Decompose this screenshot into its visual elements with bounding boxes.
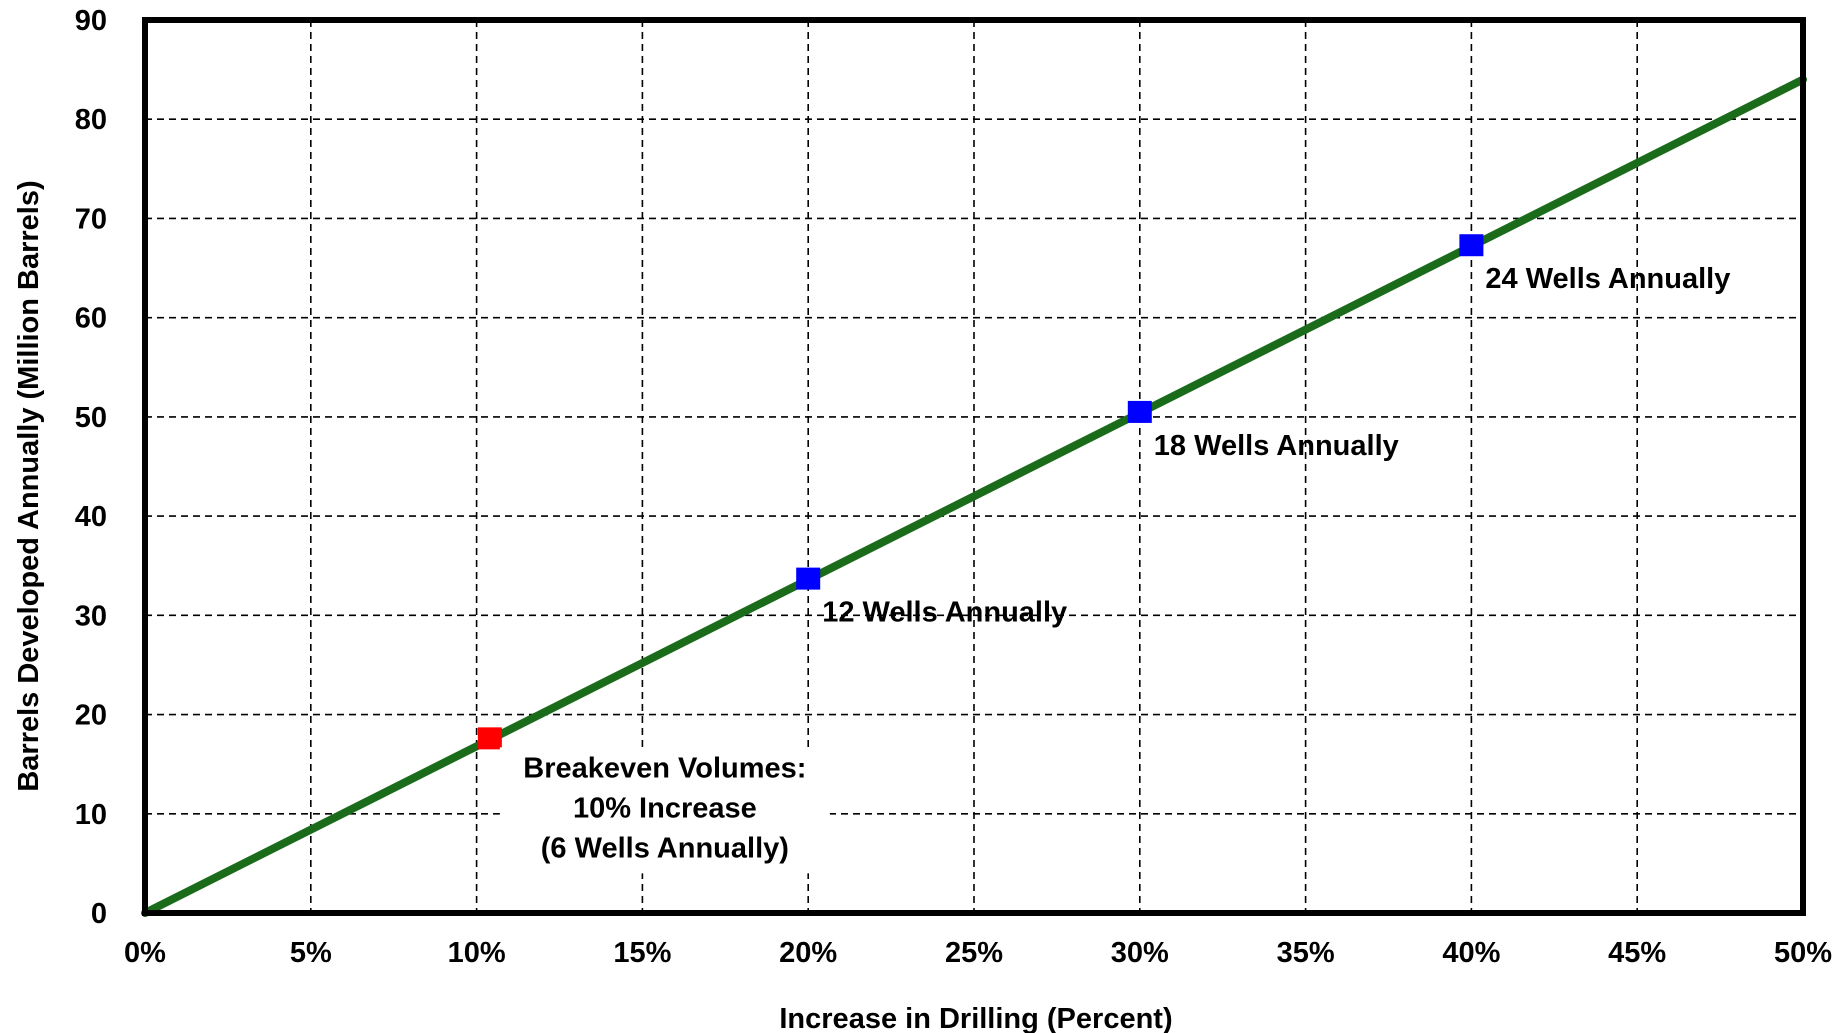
y-tick-labels: 0 10 20 30 40 50 60 70 80 90 <box>75 5 107 930</box>
series-layer <box>141 75 1807 917</box>
x-tick-label: 10% <box>448 937 506 969</box>
x-tick-label: 30% <box>1111 937 1169 969</box>
x-tick-label: 40% <box>1442 937 1500 969</box>
marker-layer <box>477 234 1484 750</box>
annotation-label: 24 Wells Annually <box>1485 263 1730 295</box>
annotations: Breakeven Volumes: 10% Increase (6 Wells A… <box>499 263 1730 874</box>
annotation-label: (6 Wells Annually) <box>541 832 789 864</box>
y-tick-label: 50 <box>75 402 107 434</box>
x-tick-label: 15% <box>613 937 671 969</box>
x-tick-label: 5% <box>290 937 332 969</box>
annotation-label: Breakeven Volumes: <box>523 752 806 784</box>
x-axis-title: Increase in Drilling (Percent) <box>779 1003 1172 1033</box>
y-tick-label: 60 <box>75 303 107 335</box>
series-line <box>141 75 1807 917</box>
y-tick-label: 0 <box>91 898 107 930</box>
annotation-label: 10% Increase <box>573 792 757 824</box>
x-tick-label: 35% <box>1277 937 1335 969</box>
data-point-marker <box>1459 234 1484 257</box>
y-axis-title: Barrels Developed Annually (Million Barr… <box>13 180 45 791</box>
x-tick-label: 45% <box>1608 937 1666 969</box>
annotation-label: 12 Wells Annually <box>822 597 1067 629</box>
x-tick-label: 50% <box>1774 937 1832 969</box>
x-tick-labels: 0% 5% 10% 15% 20% 25% 30% 35% 40% 45% 50% <box>124 937 1832 969</box>
x-tick-label: 25% <box>945 937 1003 969</box>
y-tick-label: 30 <box>75 600 107 632</box>
plot-area-frame <box>142 17 1806 916</box>
y-tick-label: 90 <box>75 5 107 37</box>
y-tick-label: 40 <box>75 501 107 533</box>
annotation-label: 18 Wells Annually <box>1154 430 1399 462</box>
grid-lines <box>145 20 1803 913</box>
data-point-marker <box>796 567 821 590</box>
x-tick-label: 0% <box>124 937 166 969</box>
y-tick-label: 80 <box>75 104 107 136</box>
data-point-marker <box>1127 400 1152 423</box>
y-tick-label: 10 <box>75 799 107 831</box>
y-tick-label: 70 <box>75 203 107 235</box>
annotation-background <box>499 747 830 874</box>
y-tick-label: 20 <box>75 700 107 732</box>
data-point-marker <box>477 727 502 750</box>
x-tick-label: 20% <box>779 937 837 969</box>
